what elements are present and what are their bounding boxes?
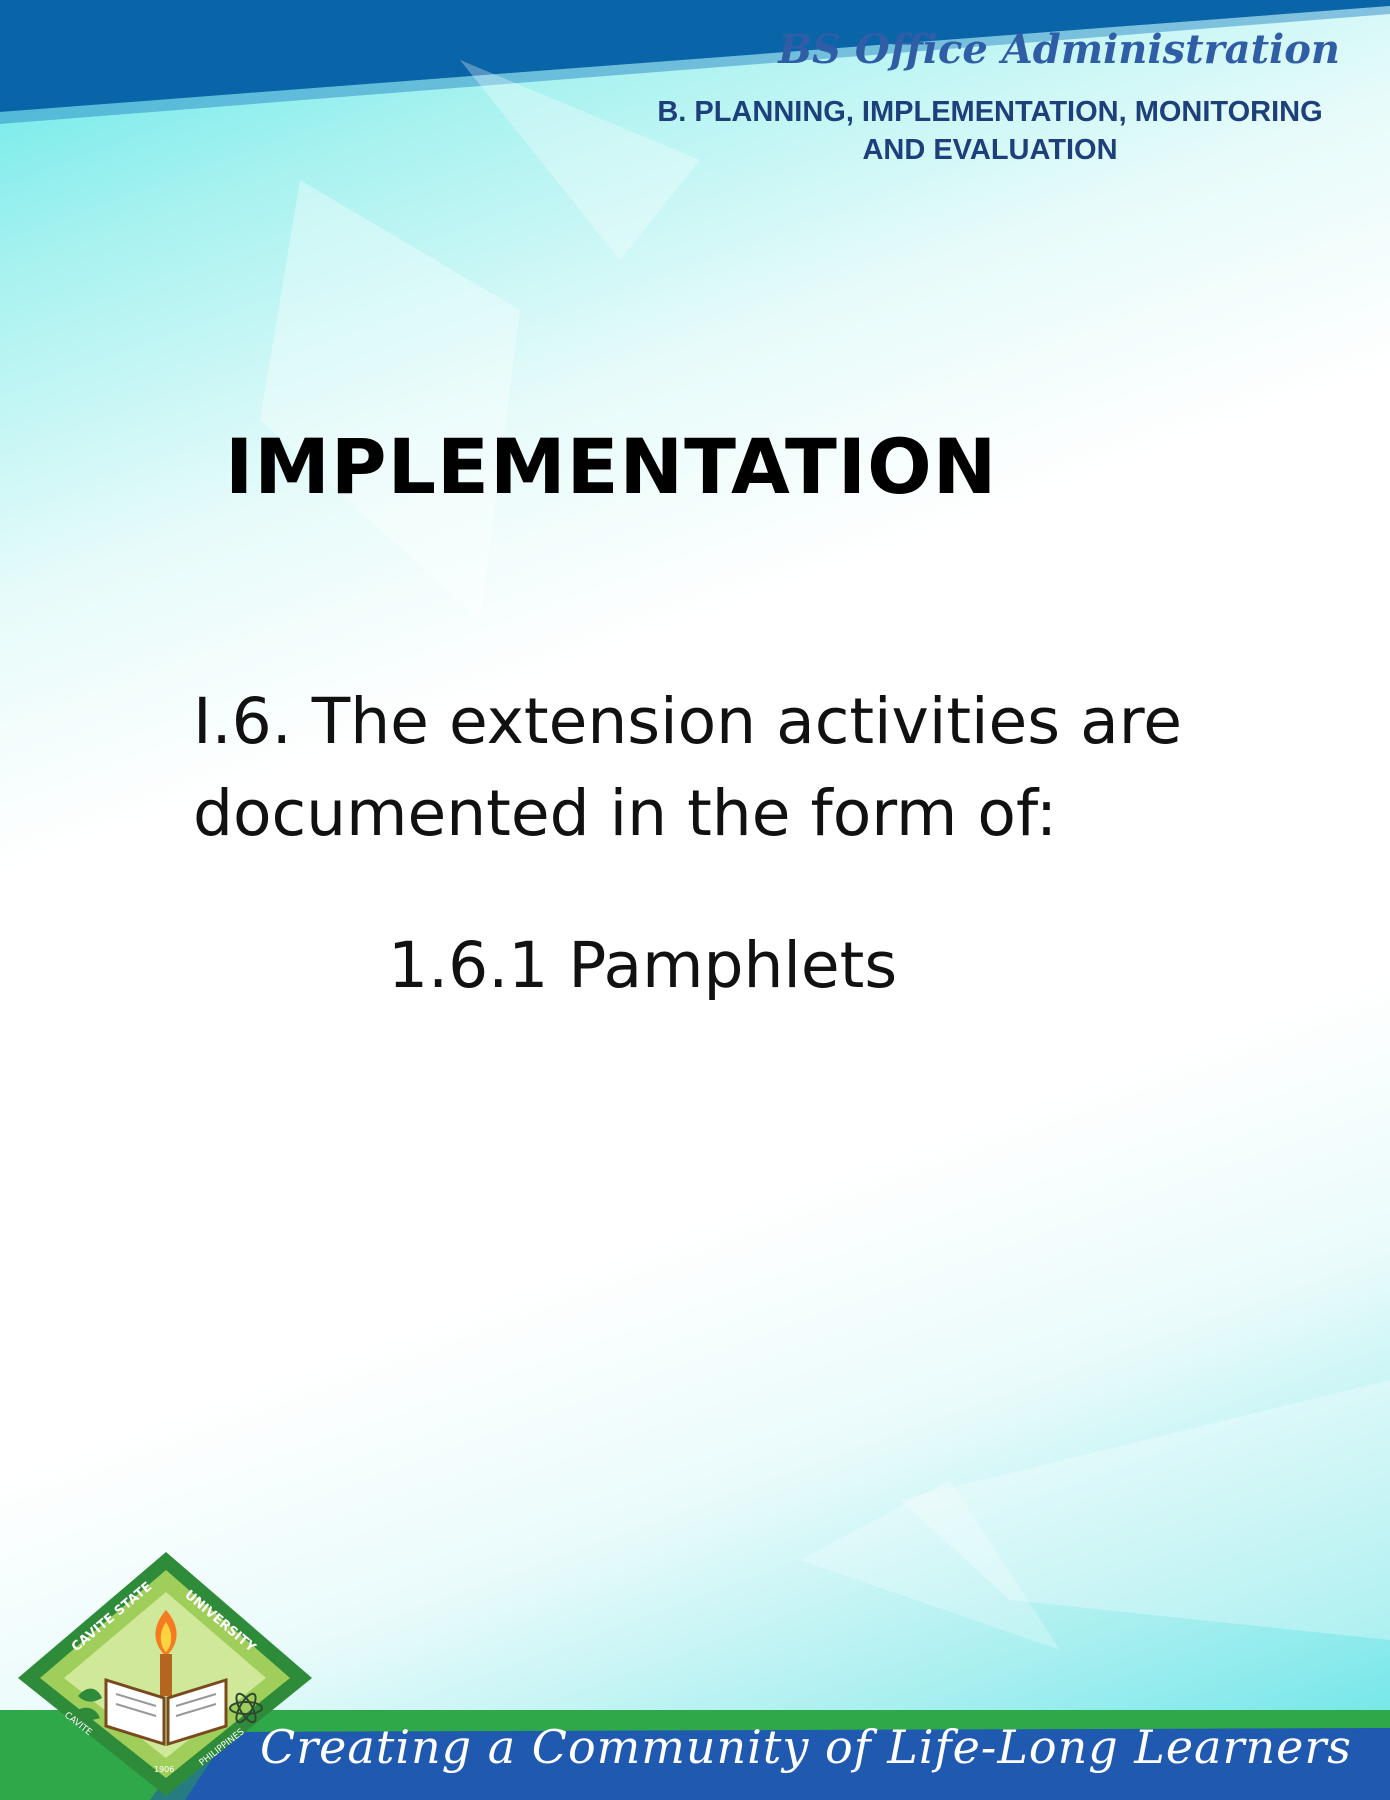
- section-heading: B. PLANNING, IMPLEMENTATION, MONITORING …: [600, 93, 1380, 169]
- light-facet-4: [800, 1480, 1060, 1650]
- criterion-statement-line-1: I.6. The extension activities are: [193, 685, 1183, 758]
- open-book-icon: [104, 1677, 228, 1747]
- top-band-shadow: [0, 6, 1390, 124]
- page-title: IMPLEMENTATION: [225, 422, 998, 511]
- section-heading-line-2: AND EVALUATION: [862, 134, 1118, 166]
- document-item: 1.6.1 Pamphlets: [388, 929, 898, 1002]
- atom-icon: [229, 1692, 263, 1724]
- top-blue-band: [0, 0, 1390, 112]
- light-facet-1: [260, 180, 520, 620]
- seal-year: 1906: [154, 1765, 174, 1774]
- program-name: BS Office Administration: [778, 26, 1340, 73]
- university-seal-icon: CAVITE STATE UNIVERSITY CAVITE PHILIPPIN…: [18, 1552, 312, 1796]
- footer-slogan: Creating a Community of Life-Long Learne…: [260, 1720, 1352, 1774]
- light-facet-2: [460, 60, 700, 260]
- torch-icon: [155, 1610, 177, 1696]
- leaf-icon: [74, 1688, 102, 1720]
- footer-band: [0, 1710, 1390, 1800]
- criterion-statement: I.6. The extension activities are docume…: [193, 676, 1313, 860]
- criterion-statement-line-2: documented in the form of:: [193, 777, 1058, 850]
- section-heading-line-1: B. PLANNING, IMPLEMENTATION, MONITORING: [657, 96, 1323, 128]
- light-facet-3: [900, 1380, 1390, 1640]
- footer-blue-band: [150, 1728, 1390, 1800]
